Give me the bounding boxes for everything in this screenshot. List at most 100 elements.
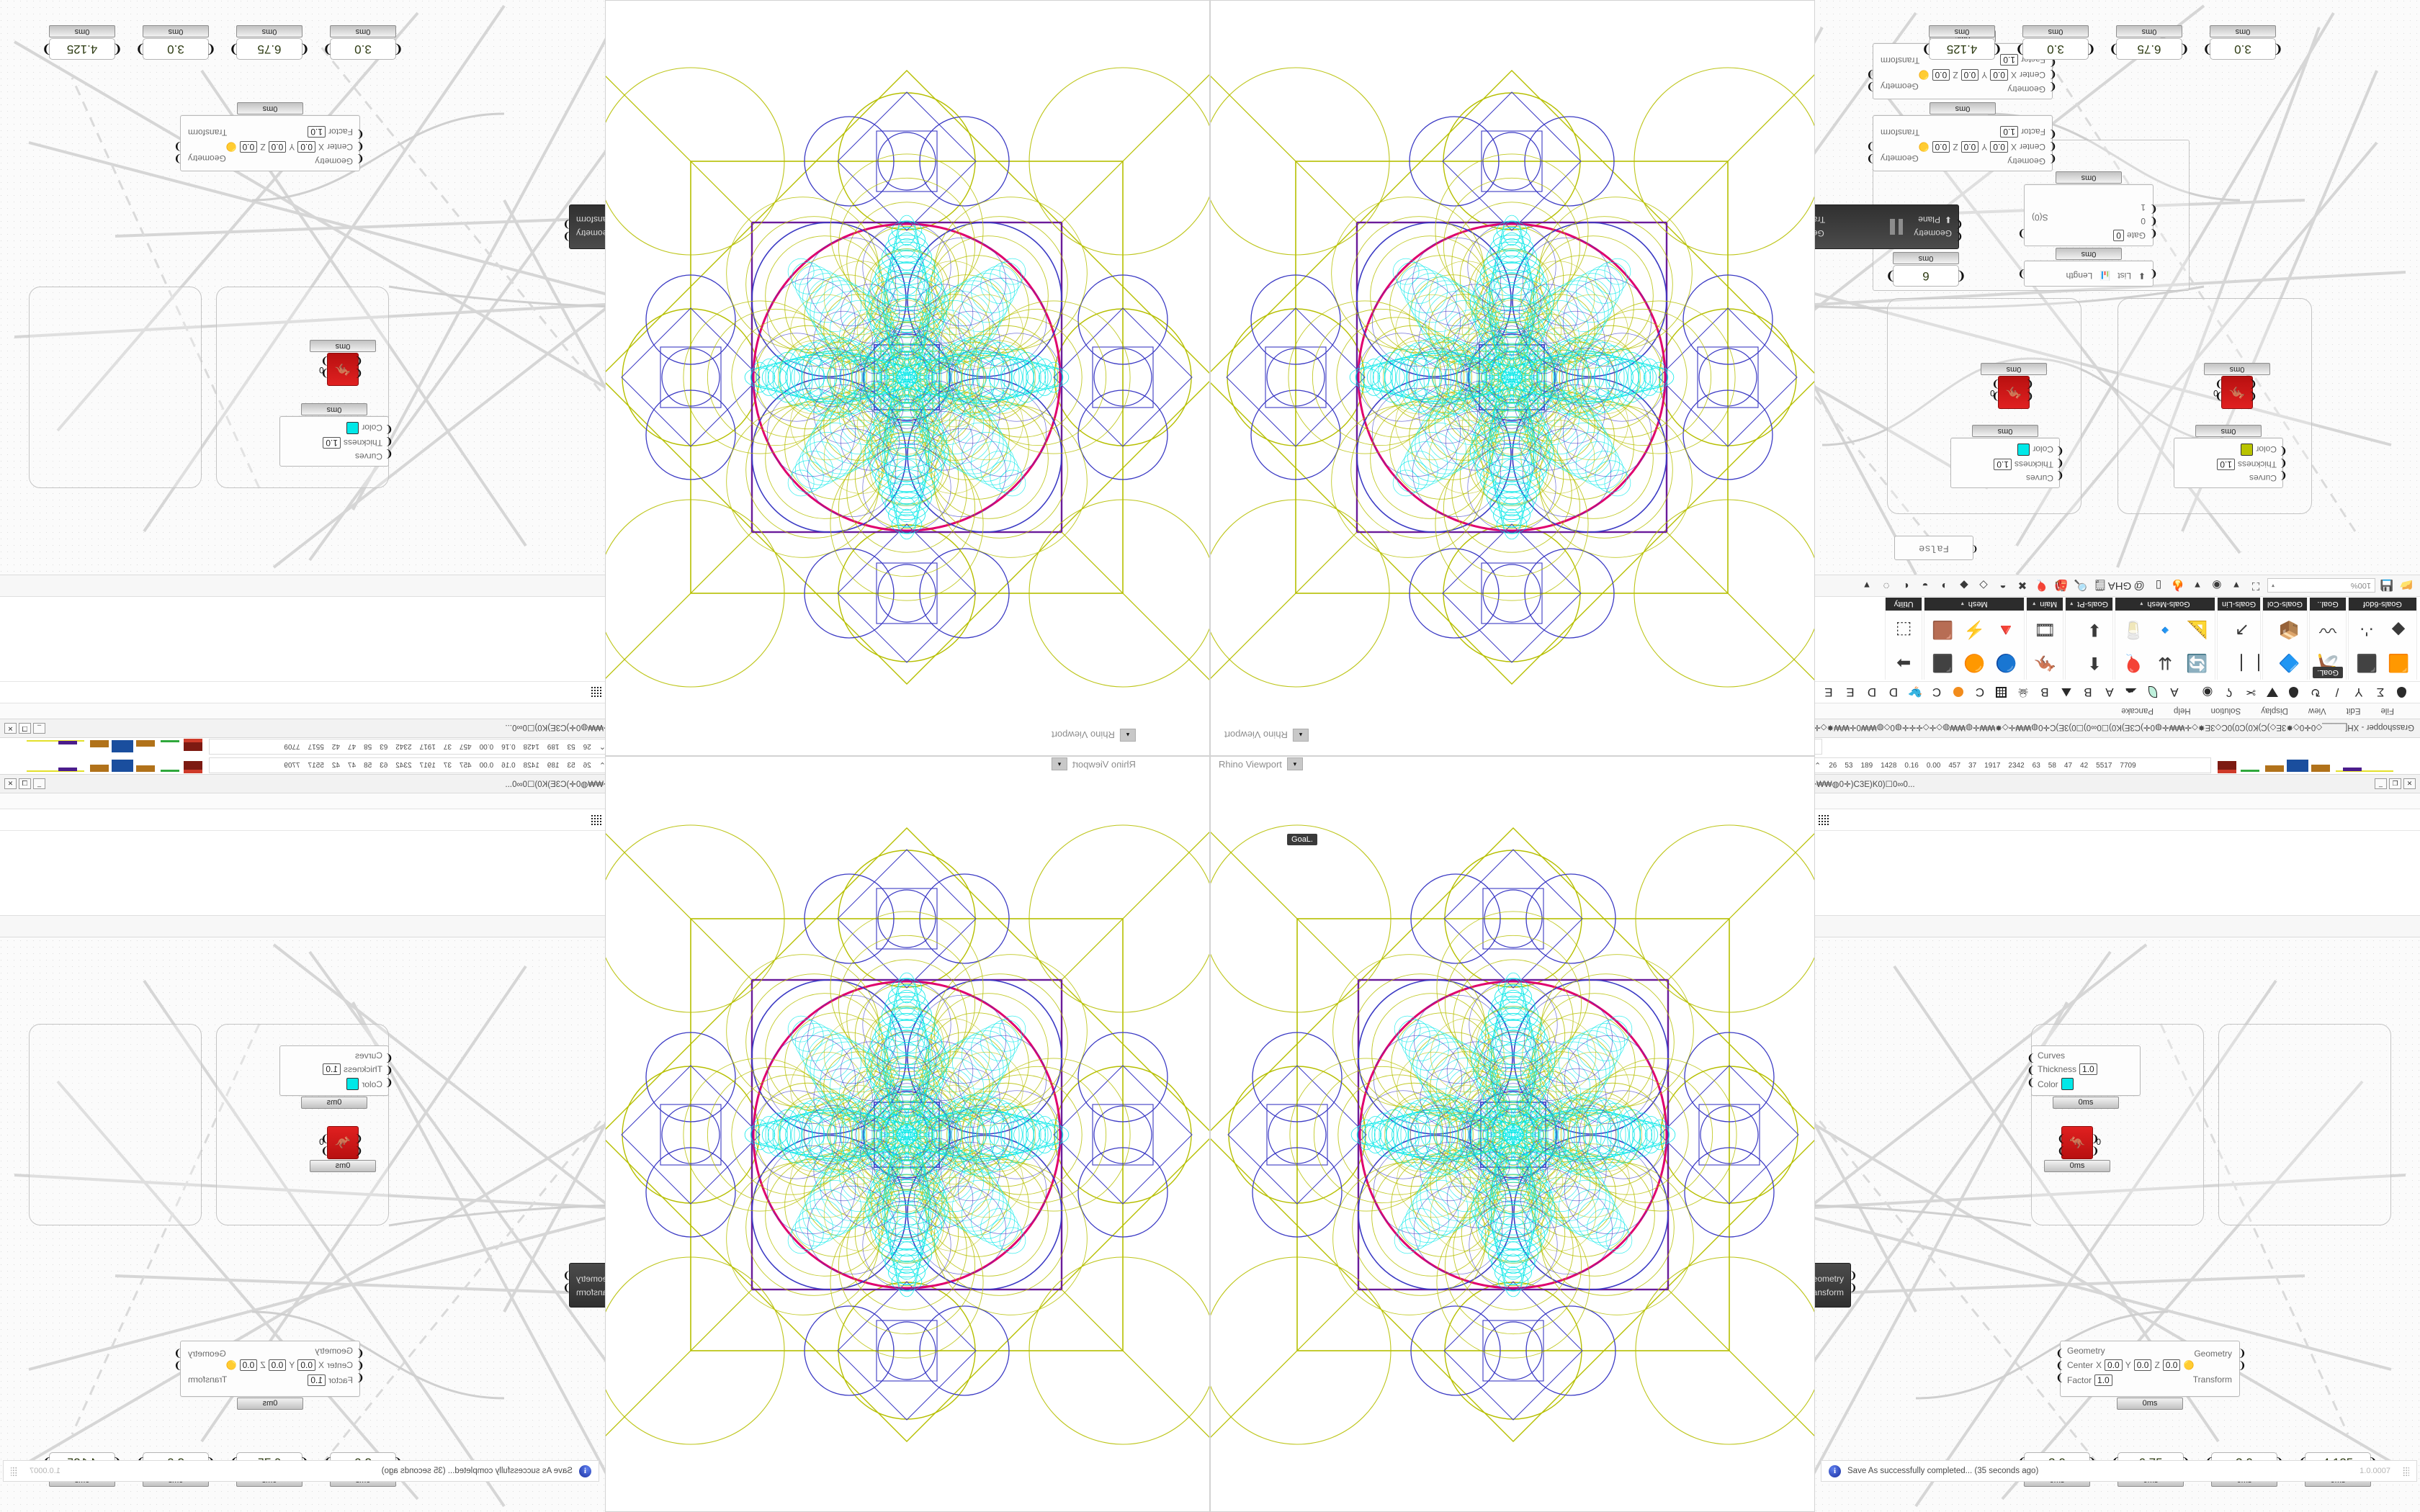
center-y-value[interactable]: 0.0 [1651, 1431, 1670, 1443]
output-nub[interactable]: ❩ [2017, 269, 2026, 280]
chevron-down-icon[interactable]: ▾ [860, 904, 864, 912]
output-nub[interactable]: ❩ [174, 141, 182, 153]
tab-sets-y[interactable]: Y [1138, 683, 1160, 702]
slider-decrement[interactable]: ❨ [781, 1456, 792, 1470]
chevron-down-icon[interactable]: ▾ [750, 600, 754, 608]
gha-icon[interactable]: GHA [897, 920, 922, 932]
tab-b-1[interactable]: B [867, 683, 889, 702]
output-nub[interactable]: ❩ [656, 1347, 665, 1359]
output-nub[interactable]: ❩ [1755, 1431, 1764, 1443]
zoom-extents-dropdown[interactable]: ▾ [1391, 920, 1397, 933]
tab-transform-hook[interactable]: ʕ [1008, 683, 1030, 702]
palette-component-icon[interactable]: 🎈 [913, 653, 934, 672]
tab-surface-drop[interactable] [1073, 683, 1095, 702]
transform-component-dark[interactable]: Geometry ⬇ Plane Geometry Transform ❨ ❨ ❩ ❩ [1667, 1263, 1857, 1308]
preview-off-icon[interactable]: ◆ [1960, 579, 1968, 592]
input-nub[interactable]: ❨ [1595, 449, 1603, 460]
tab-intersect-scissors[interactable]: ✂ [1030, 683, 1052, 702]
thickness-value[interactable]: 1.0 [1533, 437, 1551, 449]
tab-a-2[interactable]: A [2099, 683, 2120, 702]
input-nub[interactable]: ❨ [2027, 1052, 2035, 1063]
slider-slider-d[interactable]: ❨ 4.125 ❩ 0ms [712, 25, 792, 60]
scale-component-a[interactable]: Geometry Center X 0.0 Y 0.0 Z 0.0 🟡 Factor 1.0 Geom… [656, 102, 847, 171]
dash-dropdown[interactable]: ▾ [654, 920, 660, 933]
palette-component-icon[interactable]: ⬆ [877, 840, 892, 859]
panel-input-nub[interactable]: ❨ [761, 958, 768, 970]
draw-icon-c[interactable]: ◐ [692, 920, 699, 932]
output-nub[interactable]: ❩ [1630, 1122, 1639, 1133]
output-nub[interactable]: ❩ [781, 379, 790, 390]
output-nub[interactable]: ❩ [321, 1145, 329, 1156]
chevron-down-icon[interactable]: ▾ [2140, 600, 2143, 608]
output-nub[interactable]: ❩ [2215, 379, 2223, 390]
palette-group-label[interactable]: Goals-Mesh ▾ [1415, 901, 1515, 914]
output-nub[interactable]: ❩ [174, 1347, 182, 1359]
input-nub[interactable]: ❨ [1343, 1043, 1351, 1054]
tab-a-2[interactable]: A [889, 811, 910, 829]
preview-dropdown[interactable]: ▾ [985, 920, 990, 933]
zoom-extents-dropdown[interactable]: ▾ [1023, 579, 1029, 592]
output-nub[interactable]: ❩ [656, 1431, 665, 1443]
balloon-icon[interactable]: 🎈 [1581, 920, 1595, 933]
draw-icon-a[interactable]: ◑ [731, 920, 738, 932]
input-nub[interactable]: ❨ [2149, 269, 2158, 280]
draw-icon-c[interactable]: ◐ [1721, 920, 1728, 932]
palette-component-icon[interactable]: ➡ [686, 840, 702, 859]
tab-b-2[interactable]: B [824, 811, 846, 829]
tab-dotgrid[interactable] [586, 811, 608, 829]
output-nub[interactable]: ❩ [656, 141, 665, 153]
input-nub[interactable]: ❨ [356, 153, 364, 165]
slider-increment[interactable]: ❩ [323, 42, 333, 56]
tab-orb[interactable] [1948, 683, 1969, 702]
center-z-value[interactable]: 0.0 [239, 141, 258, 153]
tab-c-2[interactable]: C [716, 683, 738, 702]
close-button[interactable]: ✕ [4, 723, 17, 734]
slider-decrement[interactable]: ❨ [1509, 42, 1520, 56]
slider-increment[interactable]: ❩ [712, 42, 722, 56]
tab-a-1[interactable]: A [2164, 683, 2185, 702]
tab-intersect-scissors[interactable]: ✂ [1030, 811, 1052, 829]
output-nub[interactable]: ❩ [1755, 1419, 1764, 1431]
center-y-value[interactable]: 0.0 [2133, 1359, 2152, 1371]
center-x-value[interactable]: 0.0 [780, 1431, 798, 1443]
slider-decrement[interactable]: ❨ [1628, 1456, 1639, 1470]
slider-decrement[interactable]: ❨ [299, 42, 310, 56]
palette-group-label[interactable]: Goals-Lin [1008, 901, 1051, 914]
scale-component-c[interactable]: Geometry Center X 0.0 Y 0.0 Z 0.0 🟡 Factor 1.0 Geom… [2056, 1341, 2246, 1410]
output-nub[interactable]: ❩ [1630, 1110, 1639, 1121]
palette-component-icon[interactable]: ⎸⎸ [2225, 653, 2260, 672]
palette-component-icon[interactable]: 🟠 [753, 840, 776, 859]
rhino-command-history[interactable]: ⌃ 26 53 189 1428 0.16 0.00 457 37 1917 2… [1419, 739, 1822, 755]
tab-d-2[interactable]: D [651, 811, 673, 829]
center-z-value[interactable]: 0.0 [722, 141, 740, 153]
input-nub[interactable]: ❨ [385, 1076, 393, 1088]
input-nub[interactable]: ❨ [1573, 1419, 1582, 1431]
output-nub[interactable]: ❩ [807, 228, 816, 240]
palette-component-icon[interactable]: 📐 [1422, 873, 1444, 892]
output-nub[interactable]: ❩ [807, 1272, 816, 1284]
input-nub[interactable]: ❨ [939, 204, 948, 215]
palette-component-icon[interactable]: 🥛 [913, 873, 934, 892]
input-nub[interactable]: ❨ [939, 1272, 948, 1284]
tab-vector-arrow[interactable]: / [1116, 811, 1138, 829]
palette-component-icon[interactable]: 📦 [1068, 620, 1090, 639]
menu-item-file[interactable]: File [1236, 796, 1250, 806]
kangaroo-solver-component-a[interactable]: 🦘 0 ❨ ❨ ❩ ❩ 0ms [994, 1103, 1060, 1149]
tab-leaf[interactable] [932, 811, 954, 829]
menu-item-file[interactable]: File [2380, 706, 2394, 716]
tab-a-1[interactable]: A [954, 683, 975, 702]
input-nub[interactable]: ❨ [354, 1133, 363, 1144]
color-swatch[interactable] [1376, 1056, 1389, 1068]
stream-filter-component[interactable]: Gate 0 0 1 S(0) ❨ ❨ ❨ ❩ 0ms [807, 171, 948, 246]
input-nub[interactable]: ❨ [838, 81, 847, 93]
tab-cloud[interactable]: ☁ [2120, 683, 2142, 702]
palette-group-label[interactable]: Goals-Pt ▾ [1517, 901, 1564, 914]
input-nub[interactable]: ❨ [1472, 1232, 1481, 1243]
preview-shaded-icon[interactable]: ◓ [789, 920, 797, 932]
color-swatch[interactable] [2061, 1078, 2074, 1090]
center-y-value[interactable]: 0.0 [268, 1359, 287, 1371]
zoom-level-select[interactable]: 100% ▾ [1057, 919, 1165, 934]
palette-component-icon[interactable]: 📐 [976, 620, 998, 639]
stream-filter-component[interactable]: Gate 0 0 1 S(0) ❨ ❨ ❨ ❩ 0ms [807, 1266, 948, 1341]
tab-c-2[interactable]: C [716, 811, 738, 829]
